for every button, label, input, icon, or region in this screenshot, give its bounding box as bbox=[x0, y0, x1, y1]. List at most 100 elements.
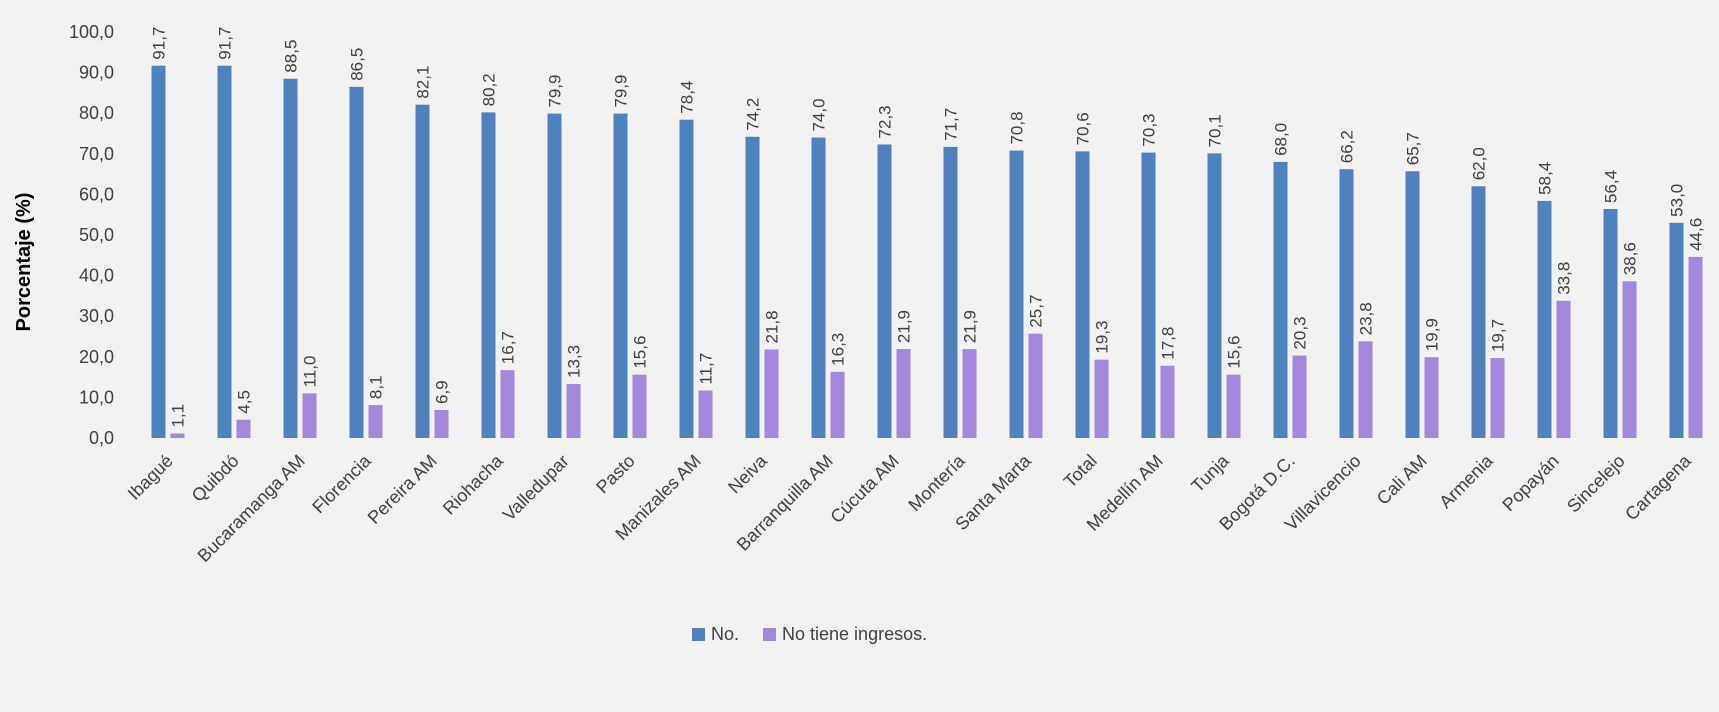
data-label: 80,2 bbox=[480, 73, 499, 106]
bar bbox=[1339, 169, 1354, 438]
data-label: 21,8 bbox=[763, 310, 782, 343]
x-tick-label: Total bbox=[1060, 451, 1101, 492]
data-label: 58,4 bbox=[1536, 162, 1555, 195]
legend-swatch bbox=[692, 628, 705, 641]
bar bbox=[698, 390, 713, 438]
bar bbox=[434, 409, 449, 438]
data-label: 70,8 bbox=[1008, 111, 1027, 144]
bar bbox=[745, 136, 760, 439]
bar bbox=[1292, 355, 1307, 438]
x-tick-label: Pereira AM bbox=[364, 451, 441, 528]
y-tick-label: 100,0 bbox=[69, 22, 114, 42]
y-axis-title-group: Porcentaje (%) bbox=[13, 193, 35, 332]
data-label: 79,9 bbox=[546, 75, 565, 108]
bar bbox=[764, 349, 779, 438]
data-labels: 91,7 1,1 91,7 4,5 88,5 11,0 86,5 8,1 82,1 6,9 80,2… bbox=[150, 27, 1706, 428]
data-label: 88,5 bbox=[282, 40, 301, 73]
data-label: 66,2 bbox=[1338, 130, 1357, 163]
data-label: 68,0 bbox=[1272, 123, 1291, 156]
data-label: 74,2 bbox=[744, 98, 763, 131]
x-tick-label: Pasto bbox=[592, 451, 639, 498]
data-label: 19,7 bbox=[1489, 319, 1508, 352]
data-label: 15,6 bbox=[631, 336, 650, 369]
x-tick-label: Riohacha bbox=[439, 450, 508, 519]
legend-label: No. bbox=[711, 624, 739, 644]
bar bbox=[547, 113, 562, 438]
data-label: 86,5 bbox=[348, 48, 367, 81]
bar bbox=[1603, 209, 1618, 438]
data-label: 70,6 bbox=[1074, 112, 1093, 145]
data-label: 91,7 bbox=[150, 27, 169, 60]
bar bbox=[1358, 341, 1373, 438]
bar bbox=[896, 349, 911, 438]
data-label: 23,8 bbox=[1357, 302, 1376, 335]
data-label: 62,0 bbox=[1470, 147, 1489, 180]
y-axis-ticks: 0,0 10,0 20,0 30,0 40,0 50,0 60,0 70,0 80,0 90,0 1… bbox=[69, 22, 114, 448]
y-tick-label: 50,0 bbox=[79, 225, 114, 245]
data-label: 1,1 bbox=[169, 404, 188, 428]
y-tick-label: 80,0 bbox=[79, 103, 114, 123]
x-tick-label: Armenia bbox=[1435, 450, 1497, 512]
data-label: 11,7 bbox=[697, 353, 716, 385]
x-tick-label: Popayán bbox=[1498, 451, 1562, 515]
data-label: 11,0 bbox=[301, 356, 320, 388]
x-tick-label: Ibagué bbox=[124, 451, 177, 504]
y-tick-label: 40,0 bbox=[79, 266, 114, 286]
y-tick-label: 70,0 bbox=[79, 144, 114, 164]
bar bbox=[1537, 200, 1552, 438]
bar bbox=[368, 405, 383, 438]
y-tick-label: 10,0 bbox=[79, 387, 114, 407]
data-label: 33,8 bbox=[1555, 262, 1574, 295]
bar bbox=[1226, 374, 1241, 438]
data-label: 17,8 bbox=[1159, 327, 1178, 360]
bar bbox=[151, 65, 166, 438]
x-tick-label: Cali AM bbox=[1373, 451, 1431, 509]
bar bbox=[1424, 357, 1439, 438]
bar bbox=[1556, 300, 1571, 438]
data-label: 19,3 bbox=[1093, 321, 1112, 354]
x-tick-label: Cúcuta AM bbox=[826, 451, 902, 527]
data-label: 74,0 bbox=[810, 98, 829, 131]
bar bbox=[1405, 171, 1420, 438]
data-label: 53,0 bbox=[1668, 184, 1687, 217]
data-label: 78,4 bbox=[678, 81, 697, 114]
data-label: 71,7 bbox=[942, 108, 961, 141]
bar bbox=[1009, 150, 1024, 438]
bar bbox=[566, 384, 581, 438]
bar bbox=[302, 393, 317, 438]
x-tick-label: Montería bbox=[904, 450, 969, 515]
data-label: 8,1 bbox=[367, 375, 386, 399]
bar bbox=[1160, 365, 1175, 438]
data-label: 16,7 bbox=[499, 331, 518, 364]
bar bbox=[1075, 151, 1090, 438]
data-label: 16,3 bbox=[829, 333, 848, 366]
y-tick-label: 20,0 bbox=[79, 347, 114, 367]
bar bbox=[1490, 358, 1505, 438]
data-label: 38,6 bbox=[1621, 242, 1640, 275]
data-label: 79,9 bbox=[612, 75, 631, 108]
x-tick-label: Neiva bbox=[724, 450, 771, 497]
bar bbox=[613, 113, 628, 438]
bar bbox=[1688, 256, 1703, 438]
data-label: 25,7 bbox=[1027, 295, 1046, 328]
data-label: 20,3 bbox=[1291, 316, 1310, 349]
bar bbox=[500, 370, 515, 438]
data-label: 13,3 bbox=[565, 345, 584, 378]
y-tick-label: 90,0 bbox=[79, 63, 114, 83]
bar bbox=[811, 137, 826, 438]
bar bbox=[632, 374, 647, 438]
bar bbox=[1028, 333, 1043, 438]
bar bbox=[349, 86, 364, 438]
bar bbox=[943, 146, 958, 438]
data-label: 91,7 bbox=[216, 27, 235, 60]
data-label: 44,6 bbox=[1687, 218, 1706, 251]
bar bbox=[962, 349, 977, 438]
bar bbox=[217, 65, 232, 438]
data-label: 19,9 bbox=[1423, 318, 1442, 351]
x-tick-label: Valledupar bbox=[499, 451, 573, 525]
bar bbox=[481, 112, 496, 438]
bar bbox=[283, 78, 298, 438]
